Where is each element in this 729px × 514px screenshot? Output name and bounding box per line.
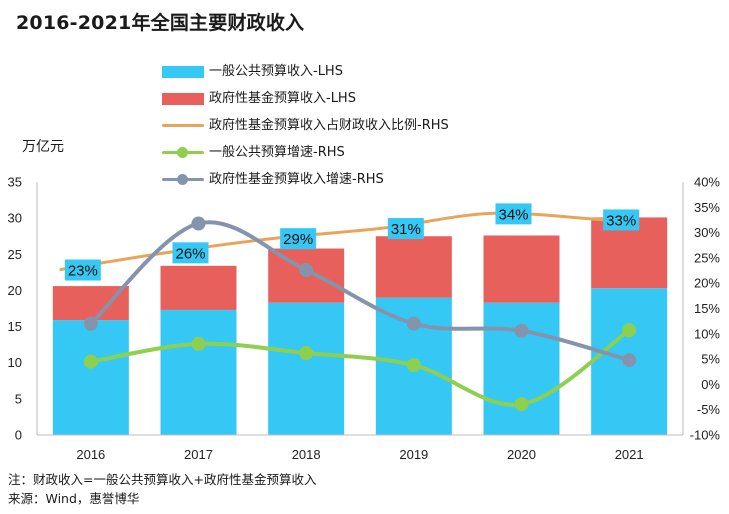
x-axis-tick-label: 2017 xyxy=(184,447,213,462)
left-axis-unit: 万亿元 xyxy=(22,139,64,155)
left-axis-tick-label: 20 xyxy=(8,283,22,298)
data-label-box xyxy=(172,242,209,264)
legend-marker-fund-growth xyxy=(177,174,188,185)
left-axis-tick-label: 30 xyxy=(8,211,22,226)
left-axis-tick-label: 35 xyxy=(8,175,22,190)
x-axis-tick-label: 2021 xyxy=(615,447,644,462)
legend-label-general-budget: 一般公共预算收入-LHS xyxy=(209,64,343,79)
x-axis-tick-label: 2019 xyxy=(399,447,428,462)
data-label-box xyxy=(280,228,317,250)
left-axis-tick-label: 10 xyxy=(8,355,22,370)
legend-marker-general-growth xyxy=(177,147,188,158)
marker-fund-growth xyxy=(83,316,98,331)
marker-general-growth xyxy=(299,346,314,361)
x-axis-tick-label: 2020 xyxy=(507,447,536,462)
marker-fund-growth xyxy=(406,316,421,331)
line-general-growth xyxy=(88,328,632,407)
left-axis-tick-label: 15 xyxy=(8,319,22,334)
bar-fund-budget xyxy=(483,235,560,303)
data-label-fund-share: 33% xyxy=(606,212,636,229)
left-axis-tick-label: 0 xyxy=(15,428,22,443)
data-label-box xyxy=(495,203,532,225)
bar-fund-budget xyxy=(160,265,237,310)
left-axis-tick-label: 5 xyxy=(15,391,22,406)
legend-swatch-general-budget xyxy=(162,66,204,78)
right-axis-tick-label: -5% xyxy=(697,402,721,417)
x-axis-tick-label: 2018 xyxy=(292,447,321,462)
legend-label-general-growth: 一般公共预算增速-RHS xyxy=(209,145,345,160)
right-axis-tick-label: 30% xyxy=(694,225,720,240)
data-label-fund-share: 26% xyxy=(175,245,205,262)
data-label-box xyxy=(387,218,424,240)
marker-fund-growth xyxy=(191,216,206,231)
bar-general-budget xyxy=(483,302,560,435)
marker-fund-growth xyxy=(514,323,529,338)
marker-general-growth xyxy=(83,354,98,369)
bar-fund-budget xyxy=(375,236,452,298)
marker-fund-growth xyxy=(299,263,314,278)
right-axis-tick-label: 25% xyxy=(694,250,720,265)
data-label-box xyxy=(64,259,101,281)
right-axis-tick-label: 5% xyxy=(701,352,720,367)
data-label-fund-share: 34% xyxy=(498,206,528,223)
marker-fund-growth xyxy=(622,353,637,368)
right-axis-tick-label: 35% xyxy=(694,200,720,215)
marker-general-growth xyxy=(191,336,206,351)
bar-fund-budget xyxy=(52,286,129,321)
bar-general-budget xyxy=(52,320,129,435)
footnote-formula: 注：财政收入=一般公共预算收入+政府性基金预算收入 xyxy=(8,472,317,487)
right-axis-tick-label: 10% xyxy=(694,326,720,341)
bar-general-budget xyxy=(160,309,237,435)
data-label-fund-share: 23% xyxy=(68,263,98,280)
marker-general-growth xyxy=(514,397,529,412)
right-axis-tick-label: 40% xyxy=(694,175,720,190)
footnote-source: 来源：Wind，惠誉博华 xyxy=(8,491,140,506)
data-label-fund-share: 29% xyxy=(283,231,313,248)
legend-swatch-fund-budget xyxy=(162,93,204,105)
right-axis-tick-label: 15% xyxy=(694,301,720,316)
marker-general-growth xyxy=(622,323,637,338)
left-axis-tick-label: 25 xyxy=(8,247,22,262)
line-fund-share xyxy=(59,211,635,272)
bar-general-budget xyxy=(268,302,345,435)
right-axis-tick-label: 20% xyxy=(694,276,720,291)
data-label-box xyxy=(603,209,640,231)
legend-label-fund-growth: 政府性基金预算收入增速-RHS xyxy=(209,172,384,187)
legend-line-fund-share xyxy=(162,124,204,127)
chart-title: 2016-2021年全国主要财政收入 xyxy=(16,12,305,34)
legend-label-fund-budget: 政府性基金预算收入-LHS xyxy=(209,91,356,106)
right-axis-tick-label: -10% xyxy=(690,428,721,443)
legend-label-fund-share: 政府性基金预算收入占财政收入比例-RHS xyxy=(209,118,449,133)
right-axis-tick-label: 0% xyxy=(701,377,720,392)
data-label-fund-share: 31% xyxy=(391,221,421,238)
x-axis-tick-label: 2016 xyxy=(76,447,105,462)
marker-general-growth xyxy=(406,358,421,373)
